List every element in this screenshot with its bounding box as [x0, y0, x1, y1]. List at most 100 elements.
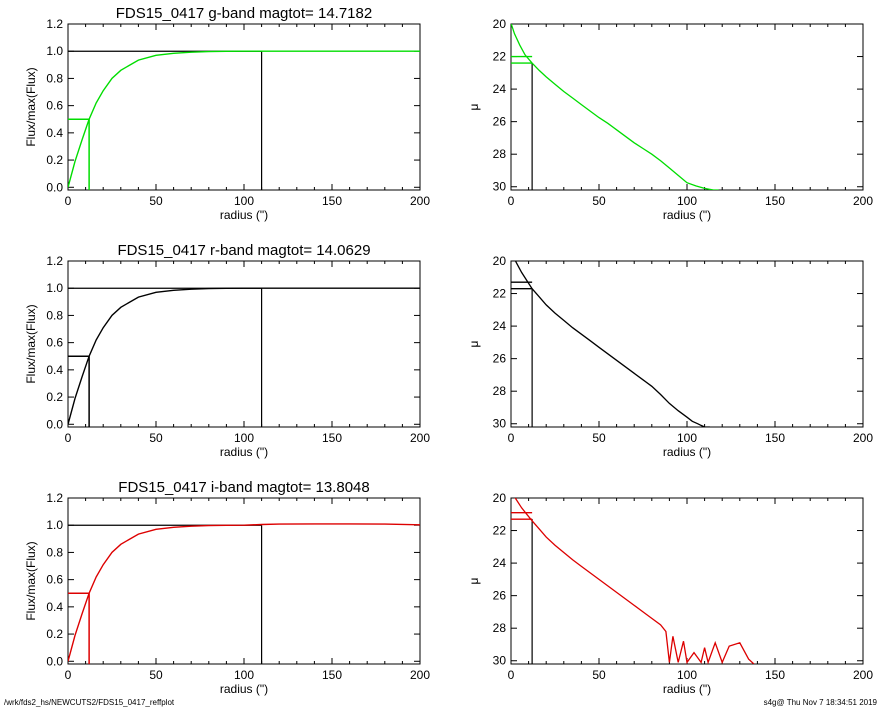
y-tick-label: 0.8 — [46, 308, 63, 322]
footer-path: /wrk/fds2_hs/NEWCUTS2/FDS15_0417_reffplo… — [4, 698, 175, 707]
x-tick-label: 0 — [508, 194, 515, 208]
panel-title: FDS15_0417 i-band magtot= 13.8048 — [118, 479, 369, 496]
x-axis-label: radius (") — [220, 445, 268, 459]
y-tick-label: 24 — [493, 319, 507, 333]
x-tick-label: 200 — [853, 668, 873, 682]
panel-i-surface-profile: 0 50 100 150 200 20 22 24 26 28 30 radius (") μ — [467, 491, 873, 696]
y-tick-label: 0.0 — [46, 417, 63, 431]
x-tick-label: 150 — [765, 194, 785, 208]
y-tick-label: 24 — [493, 556, 507, 570]
x-axis-label: radius (") — [663, 208, 711, 222]
y-tick-label: 20 — [493, 17, 507, 31]
axes-frame — [67, 260, 421, 428]
growth-curve-r — [68, 287, 420, 425]
x-tick-label: 50 — [592, 431, 606, 445]
x-tick-label: 100 — [234, 431, 254, 445]
y-tick-label: 0.2 — [46, 153, 63, 167]
x-axis-label: radius (") — [663, 445, 711, 459]
x-tick-label: 200 — [853, 431, 873, 445]
surface-brightness-profile-g — [511, 24, 719, 190]
surface-brightness-profile-i — [514, 498, 755, 664]
axes-frame — [67, 23, 421, 191]
panel-r-surface-profile: 0 50 100 150 200 20 22 24 26 28 30 radius (") μ — [467, 254, 873, 459]
footer-timestamp: s4g@ Thu Nov 7 18:34:51 2019 — [763, 698, 877, 707]
y-tick-label: 28 — [493, 621, 507, 635]
y-tick-label: 0.4 — [46, 126, 63, 140]
surface-brightness-profile-r — [514, 261, 710, 427]
y-tick-label: 0.6 — [46, 573, 63, 587]
x-tick-label: 150 — [322, 431, 342, 445]
x-tick-label: 0 — [65, 668, 72, 682]
y-tick-label: 0.0 — [46, 654, 63, 668]
x-tick-label: 0 — [508, 668, 515, 682]
axes-frame — [510, 497, 864, 665]
y-tick-label: 28 — [493, 147, 507, 161]
x-tick-label: 100 — [234, 194, 254, 208]
y-tick-label: 20 — [493, 491, 507, 505]
x-tick-label: 200 — [410, 431, 430, 445]
x-axis-label: radius (") — [663, 682, 711, 696]
y-tick-label: 1.2 — [46, 491, 63, 505]
y-tick-label: 0.0 — [46, 180, 63, 194]
y-tick-label: 0.4 — [46, 363, 63, 377]
x-tick-label: 50 — [149, 668, 163, 682]
x-axis-label: radius (") — [220, 208, 268, 222]
y-tick-label: 1.0 — [46, 44, 63, 58]
y-tick-label: 22 — [493, 287, 507, 301]
axes-frame — [510, 260, 864, 428]
y-tick-label: 22 — [493, 524, 507, 538]
y-tick-label: 1.2 — [46, 254, 63, 268]
x-tick-label: 50 — [149, 431, 163, 445]
y-tick-label: 30 — [493, 417, 507, 431]
x-tick-label: 150 — [322, 668, 342, 682]
growth-curve-g — [68, 50, 420, 188]
y-tick-label: 30 — [493, 180, 507, 194]
x-tick-label: 150 — [322, 194, 342, 208]
panel-title: FDS15_0417 r-band magtot= 14.0629 — [117, 242, 370, 259]
y-tick-label: 0.2 — [46, 390, 63, 404]
x-tick-label: 50 — [149, 194, 163, 208]
panel-g-growth-curve: 0 50 100 150 200 0.0 0.2 0.4 0.6 0.8 1.0 1.2 radius … — [24, 5, 430, 222]
y-axis-label: Flux/max(Flux) — [24, 541, 38, 620]
panel-r-growth-curve: 0 50 100 150 200 0.0 0.2 0.4 0.6 0.8 1.0 1.2 radius … — [24, 242, 430, 459]
panel-i-growth-curve: 0 50 100 150 200 0.0 0.2 0.4 0.6 0.8 1.0 1.2 radius … — [24, 479, 430, 696]
y-tick-label: 20 — [493, 254, 507, 268]
y-tick-label: 1.0 — [46, 281, 63, 295]
y-tick-label: 0.6 — [46, 336, 63, 350]
growth-curve-i — [68, 523, 420, 662]
x-tick-label: 200 — [410, 668, 430, 682]
x-tick-label: 150 — [765, 668, 785, 682]
y-axis-label: Flux/max(Flux) — [24, 67, 38, 146]
x-tick-label: 0 — [65, 194, 72, 208]
axes-frame — [510, 23, 864, 191]
x-tick-label: 50 — [592, 194, 606, 208]
y-axis-label: μ — [467, 577, 481, 584]
y-axis-label: μ — [467, 340, 481, 347]
panel-g-surface-profile: 0 50 100 150 200 20 22 24 26 28 30 radius (") μ — [467, 17, 873, 222]
y-tick-label: 0.6 — [46, 99, 63, 113]
y-tick-label: 22 — [493, 50, 507, 64]
y-tick-label: 26 — [493, 115, 507, 129]
x-tick-label: 50 — [592, 668, 606, 682]
axes-frame — [67, 497, 421, 665]
y-axis-label: Flux/max(Flux) — [24, 304, 38, 383]
y-tick-label: 0.2 — [46, 627, 63, 641]
x-tick-label: 100 — [234, 668, 254, 682]
x-tick-label: 100 — [677, 668, 697, 682]
x-tick-label: 100 — [677, 431, 697, 445]
y-tick-label: 0.8 — [46, 71, 63, 85]
y-tick-label: 28 — [493, 384, 507, 398]
x-axis-label: radius (") — [220, 682, 268, 696]
y-tick-label: 1.2 — [46, 17, 63, 31]
x-tick-label: 150 — [765, 431, 785, 445]
x-tick-label: 200 — [410, 194, 430, 208]
y-tick-label: 1.0 — [46, 518, 63, 532]
y-axis-label: μ — [467, 103, 481, 110]
y-tick-label: 0.4 — [46, 600, 63, 614]
y-tick-label: 26 — [493, 352, 507, 366]
y-tick-label: 24 — [493, 82, 507, 96]
y-tick-label: 26 — [493, 589, 507, 603]
x-tick-label: 200 — [853, 194, 873, 208]
y-tick-label: 30 — [493, 654, 507, 668]
